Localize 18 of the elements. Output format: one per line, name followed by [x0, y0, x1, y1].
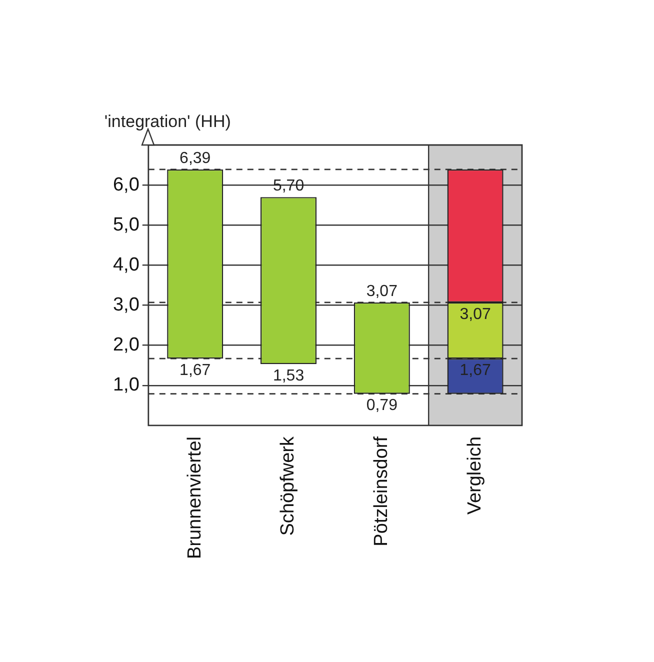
annotation: 1,53 — [272, 368, 304, 385]
y-tick-label: 3,0 — [112, 294, 140, 316]
x-tick-label: Brunnenviertel — [184, 436, 206, 560]
y-tick-label: 6,0 — [112, 174, 140, 196]
x-tick-label: Pötzleinsdorf — [371, 436, 392, 546]
y-tick-label: 5,0 — [112, 214, 140, 236]
x-tick-label: Schöpfwerk — [278, 436, 299, 536]
x-tick-label: Vergleich — [464, 436, 486, 515]
annotation: 3,07 — [366, 282, 398, 300]
annotation: 3,07 — [460, 306, 491, 323]
annotation: 1,67 — [180, 362, 211, 379]
annotation: 6,39 — [180, 150, 211, 167]
y-tick-label: 2,0 — [112, 334, 140, 356]
y-tick-label: 4,0 — [112, 254, 140, 276]
annotation: 0,79 — [366, 397, 398, 414]
annotation: 1,67 — [460, 362, 491, 379]
y-axis-title: 'integration' (HH) — [104, 112, 231, 132]
y-tick-label: 1,0 — [112, 374, 140, 396]
